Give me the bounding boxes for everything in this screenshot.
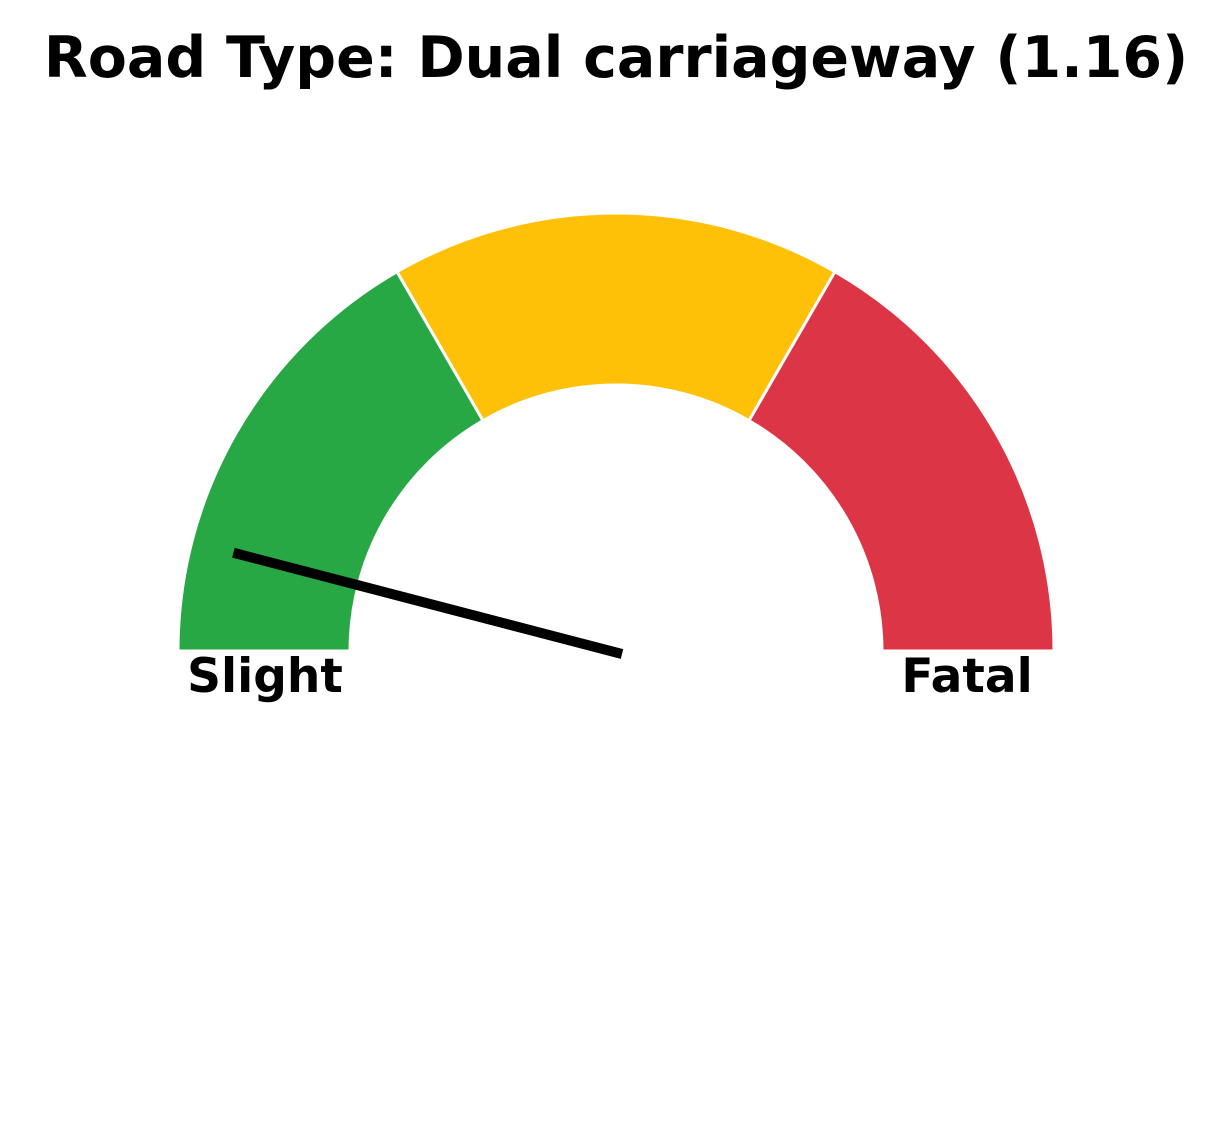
gauge-bands	[176, 211, 1056, 653]
chart-title: Road Type: Dual carriageway (1.16)	[44, 25, 1188, 91]
gauge-band-2	[394, 211, 838, 423]
gauge-max-label: Fatal	[901, 649, 1032, 704]
gauge-min-label: Slight	[187, 649, 343, 704]
gauge-band-3	[746, 269, 1056, 653]
gauge-needle	[232, 547, 624, 659]
